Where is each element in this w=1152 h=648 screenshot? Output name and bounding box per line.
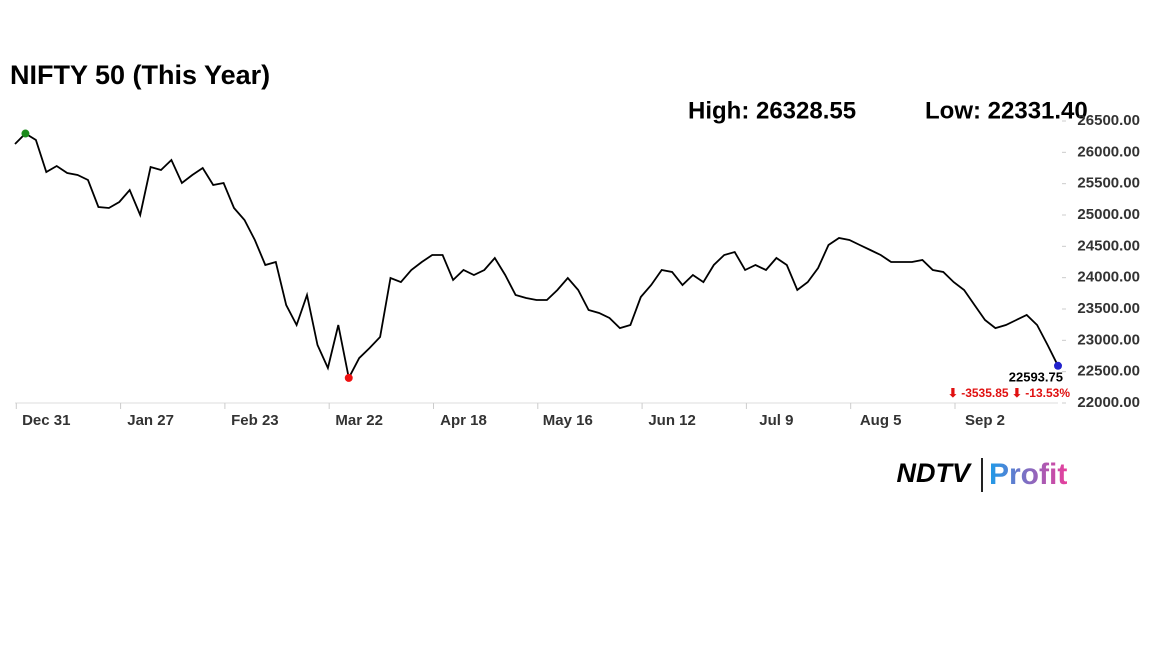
low-marker bbox=[344, 373, 353, 382]
y-tick-label: 24500.00 bbox=[1077, 237, 1140, 254]
x-tick-label: Feb 23 bbox=[231, 412, 279, 429]
x-tick-label: Jan 27 bbox=[127, 412, 174, 429]
x-tick-label: Jun 12 bbox=[648, 412, 696, 429]
y-tick-label: 23500.00 bbox=[1077, 300, 1140, 317]
y-tick-label: 25000.00 bbox=[1077, 206, 1140, 223]
y-tick-label: 26500.00 bbox=[1077, 112, 1140, 129]
x-tick-label: Aug 5 bbox=[860, 412, 902, 429]
low-label: Low: 22331.40 bbox=[925, 97, 1088, 124]
x-tick-label: Dec 31 bbox=[22, 412, 70, 429]
change-label: ⬇ -3535.85 ⬇ -13.53% bbox=[948, 386, 1071, 400]
price-line bbox=[14, 132, 1059, 381]
end-label: 22593.75 bbox=[1009, 369, 1063, 384]
end-marker bbox=[1054, 361, 1062, 370]
x-tick-label: Jul 9 bbox=[759, 412, 793, 429]
x-tick-label: May 16 bbox=[543, 412, 593, 429]
x-tick-label: Mar 22 bbox=[335, 412, 383, 429]
y-tick-label: 26000.00 bbox=[1077, 143, 1140, 160]
x-tick-label: Sep 2 bbox=[965, 412, 1005, 429]
y-tick-label: 23000.00 bbox=[1077, 331, 1140, 348]
y-tick-label: 25500.00 bbox=[1077, 175, 1140, 192]
y-tick-label: 24000.00 bbox=[1077, 269, 1140, 286]
logo-right: Profit bbox=[989, 458, 1067, 491]
y-tick-label: 22500.00 bbox=[1077, 363, 1140, 380]
y-tick-label: 22000.00 bbox=[1077, 394, 1140, 411]
high-marker bbox=[21, 129, 30, 138]
logo-left: NDTV bbox=[897, 458, 972, 488]
x-tick-label: Apr 18 bbox=[440, 412, 487, 429]
chart-title: NIFTY 50 (This Year) bbox=[10, 60, 270, 90]
high-label: High: 26328.55 bbox=[688, 97, 856, 124]
